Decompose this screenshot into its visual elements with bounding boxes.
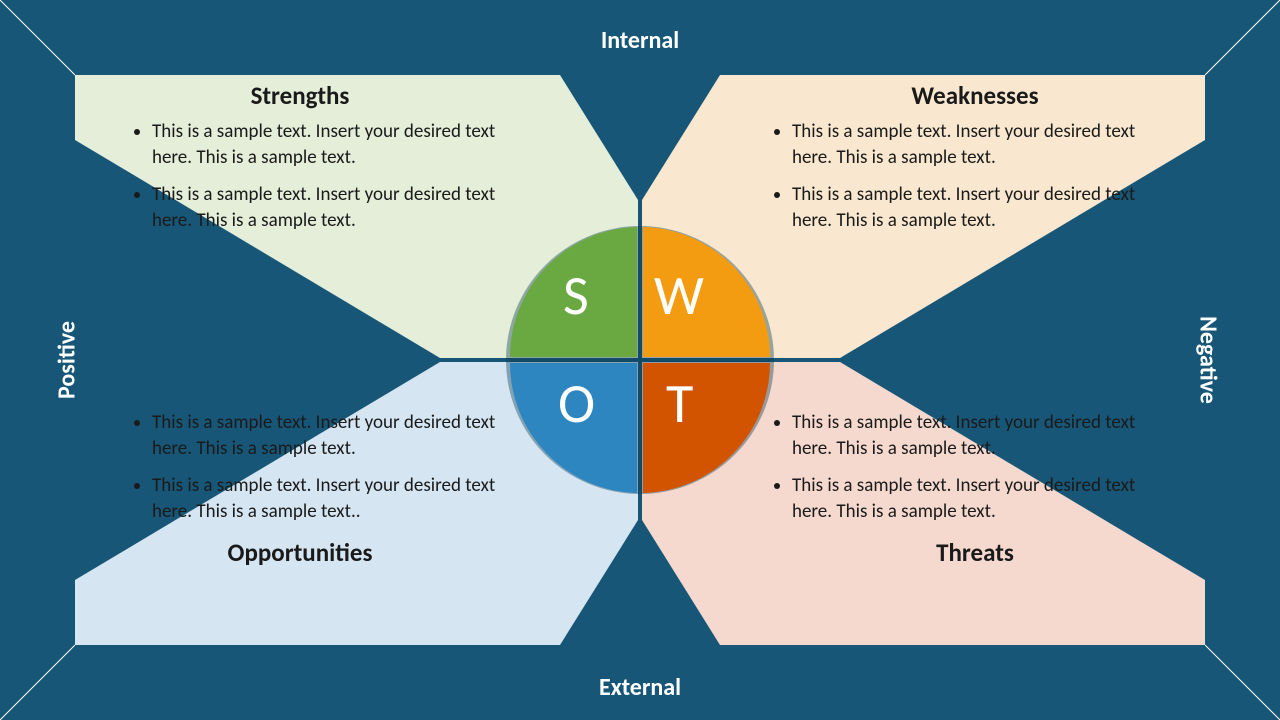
weaknesses-title: Weaknesses xyxy=(810,80,1140,111)
axis-external: External xyxy=(599,673,681,702)
axis-negative: Negative xyxy=(1194,316,1223,404)
list-item: This is a sample text. Insert your desir… xyxy=(792,410,1140,461)
list-item: This is a sample text. Insert your desir… xyxy=(792,119,1140,170)
letter-w: W xyxy=(654,262,704,330)
quadrant-strengths: Strengths This is a sample text. Insert … xyxy=(130,80,500,246)
letter-o: O xyxy=(558,370,595,438)
opportunities-list: This is a sample text. Insert your desir… xyxy=(130,410,500,525)
threats-title: Threats xyxy=(810,537,1140,568)
axis-positive: Positive xyxy=(53,321,82,399)
list-item: This is a sample text. Insert your desir… xyxy=(792,182,1140,233)
quadrant-threats: This is a sample text. Insert your desir… xyxy=(770,410,1140,576)
axis-internal: Internal xyxy=(601,26,679,55)
center-circle xyxy=(506,226,774,494)
letter-s: S xyxy=(563,262,589,330)
list-item: This is a sample text. Insert your desir… xyxy=(152,119,500,170)
strengths-list: This is a sample text. Insert your desir… xyxy=(130,119,500,234)
quadrant-weaknesses: Weaknesses This is a sample text. Insert… xyxy=(770,80,1140,246)
list-item: This is a sample text. Insert your desir… xyxy=(152,410,500,461)
threats-list: This is a sample text. Insert your desir… xyxy=(770,410,1140,525)
opportunities-title: Opportunities xyxy=(100,537,500,568)
swot-diagram: Internal External Positive Negative S W … xyxy=(0,0,1280,720)
list-item: This is a sample text. Insert your desir… xyxy=(792,473,1140,524)
list-item: This is a sample text. Insert your desir… xyxy=(152,473,500,524)
weaknesses-list: This is a sample text. Insert your desir… xyxy=(770,119,1140,234)
list-item: This is a sample text. Insert your desir… xyxy=(152,182,500,233)
letter-t: T xyxy=(666,370,693,438)
strengths-title: Strengths xyxy=(100,80,500,111)
quadrant-opportunities: This is a sample text. Insert your desir… xyxy=(130,410,500,576)
